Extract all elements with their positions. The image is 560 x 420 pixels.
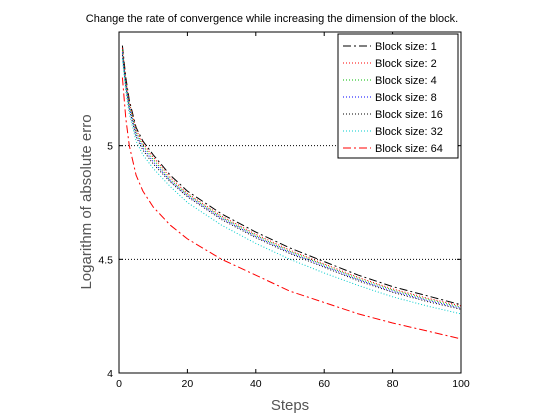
series-line-1 — [121, 45, 462, 306]
legend-label-5: Block size: 16 — [375, 109, 443, 121]
x-tick-label-0: 0 — [116, 378, 122, 390]
y-tick-label-1: 4.5 — [98, 254, 113, 266]
legend-label-3: Block size: 4 — [375, 75, 437, 87]
legend-box — [337, 33, 459, 159]
y-axis-label: Logarithm of absolute erro — [78, 114, 95, 289]
x-axis-label: Steps — [271, 397, 309, 414]
y-tick-label-2: 5 — [107, 141, 113, 153]
series-line-6 — [121, 59, 462, 315]
axis-ticks: 0 20 40 60 80 100 4 4.5 5 — [98, 32, 470, 390]
series-line-4 — [121, 52, 462, 309]
series-line-3 — [121, 50, 462, 308]
series-lines — [121, 45, 462, 340]
chart-title: Change the rate of convergence while inc… — [86, 13, 458, 25]
x-tick-label-4: 80 — [387, 378, 399, 390]
x-tick-label-3: 60 — [318, 378, 330, 390]
legend-label-2: Block size: 2 — [375, 58, 437, 70]
legend-label-6: Block size: 32 — [375, 126, 443, 138]
legend: Block size: 1 Block size: 2 Block size: 4 B… — [337, 33, 459, 159]
legend-label-7: Block size: 64 — [375, 143, 443, 155]
x-tick-label-5: 100 — [452, 378, 470, 390]
series-line-7 — [121, 77, 462, 340]
series-line-5 — [121, 54, 462, 310]
x-tick-label-1: 20 — [182, 378, 194, 390]
series-line-2 — [121, 47, 462, 307]
grid-lines — [119, 145, 461, 260]
y-tick-label-0: 4 — [107, 368, 113, 380]
legend-label-1: Block size: 1 — [375, 41, 437, 53]
legend-label-4: Block size: 8 — [375, 92, 437, 104]
x-tick-label-2: 40 — [250, 378, 262, 390]
plot-frame — [118, 31, 462, 374]
